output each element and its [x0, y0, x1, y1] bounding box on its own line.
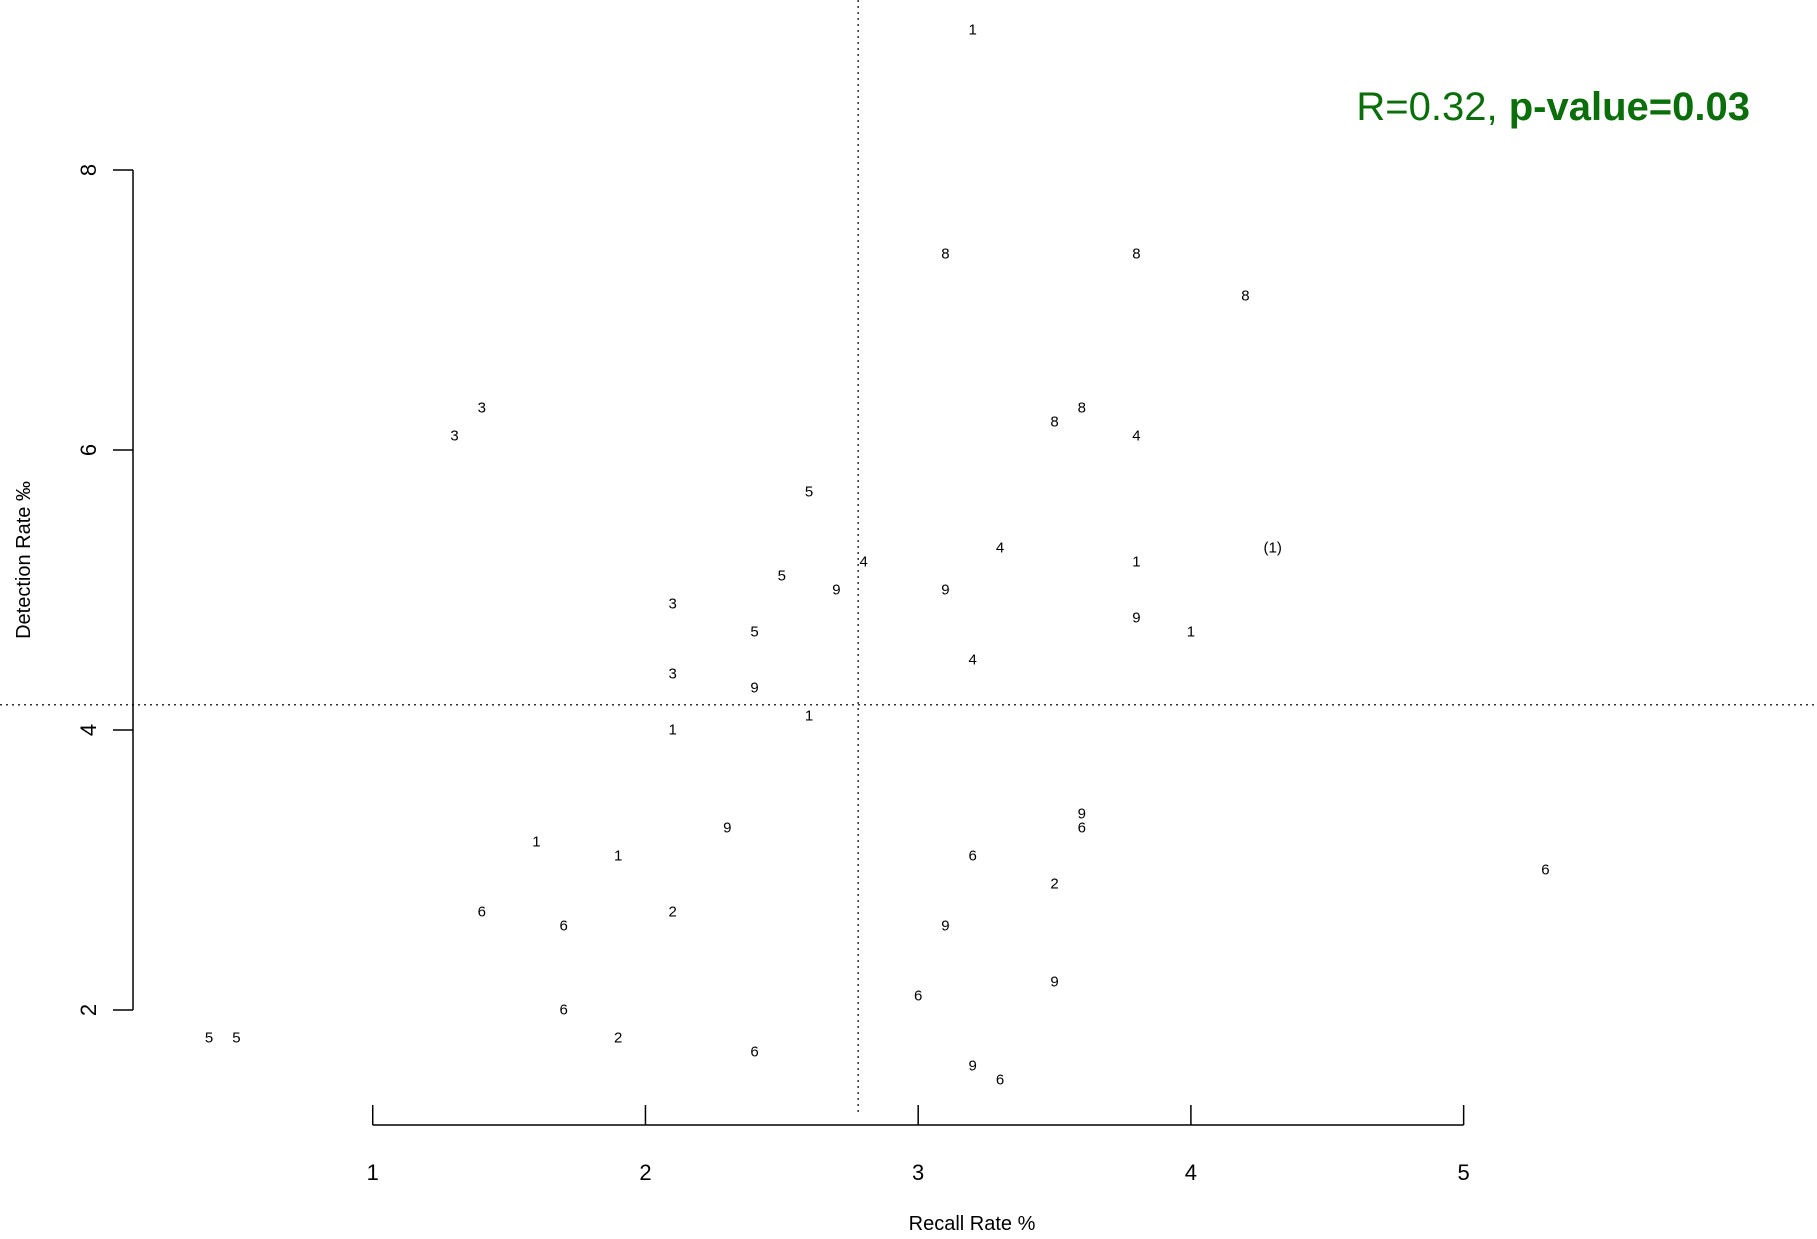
- data-point: 6: [1078, 820, 1086, 837]
- axes: 1 2 3 4 5 2 4 6 8: [76, 164, 1470, 1185]
- data-point: 9: [832, 582, 840, 599]
- x-tick-label: 2: [639, 1160, 651, 1185]
- data-point: 9: [750, 680, 758, 697]
- data-point: 2: [669, 904, 677, 921]
- data-point: 8: [1132, 246, 1140, 263]
- data-point: 5: [805, 484, 813, 501]
- data-point: 8: [1050, 414, 1058, 431]
- mean-reference-lines: [0, 0, 1817, 1115]
- data-point: 3: [450, 428, 458, 445]
- p-value: p-value=0.03: [1509, 85, 1750, 129]
- data-point: 5: [778, 568, 786, 585]
- data-point: 6: [478, 904, 486, 921]
- data-point: 4: [859, 554, 867, 571]
- x-tick-label: 1: [367, 1160, 379, 1185]
- data-point: 1: [614, 848, 622, 865]
- data-point: (1): [1264, 540, 1282, 557]
- data-point: 9: [1132, 610, 1140, 627]
- data-point: 3: [669, 596, 677, 613]
- data-point: 9: [1050, 974, 1058, 991]
- y-tick-label: 8: [76, 164, 101, 176]
- data-point: 6: [996, 1072, 1004, 1089]
- x-tick-label: 3: [912, 1160, 924, 1185]
- correlation-value: R=0.32,: [1356, 85, 1508, 129]
- data-point: 5: [205, 1030, 213, 1047]
- data-point: 4: [1132, 428, 1140, 445]
- data-point: 1: [1132, 554, 1140, 571]
- data-point: 5: [232, 1030, 240, 1047]
- data-point: 8: [1078, 400, 1086, 417]
- data-point: 6: [559, 1002, 567, 1019]
- data-point: 5: [750, 624, 758, 641]
- data-point: 8: [1241, 288, 1249, 305]
- data-point: 6: [559, 918, 567, 935]
- data-point: 6: [914, 988, 922, 1005]
- data-point: 1: [1187, 624, 1195, 641]
- data-point: 2: [1050, 876, 1058, 893]
- data-point: 9: [723, 820, 731, 837]
- x-tick-label: 5: [1458, 1160, 1470, 1185]
- data-point: 1: [969, 22, 977, 39]
- data-point: 1: [669, 722, 677, 739]
- y-tick-label: 4: [76, 724, 101, 736]
- y-tick-label: 6: [76, 444, 101, 456]
- data-point: 6: [750, 1044, 758, 1061]
- x-axis-label: Recall Rate %: [909, 1213, 1036, 1235]
- y-axis-label: Detection Rate ‰: [13, 481, 35, 639]
- data-point: 1: [532, 834, 540, 851]
- x-tick-label: 4: [1185, 1160, 1197, 1185]
- data-point: 9: [941, 582, 949, 599]
- data-point: 4: [996, 540, 1004, 557]
- correlation-annotation: R=0.32, p-value=0.03: [1356, 85, 1750, 129]
- data-points: 1 8 8 8 3 3 8 8 4 5 4 (1) 4 1 5 9 9 3 9 5 1 4 3 9 1 1 9 6 9 1 1 6 6 2 6 2 6 9…: [205, 22, 1550, 1089]
- data-point: 3: [478, 400, 486, 417]
- data-point: 4: [969, 652, 977, 669]
- data-point: 2: [614, 1030, 622, 1047]
- data-point: 8: [941, 246, 949, 263]
- data-point: 3: [669, 666, 677, 683]
- data-point: 1: [805, 708, 813, 725]
- y-tick-label: 2: [76, 1004, 101, 1016]
- data-point: 6: [1541, 862, 1549, 879]
- data-point: 9: [941, 918, 949, 935]
- data-point: 9: [969, 1058, 977, 1075]
- data-point: 6: [969, 848, 977, 865]
